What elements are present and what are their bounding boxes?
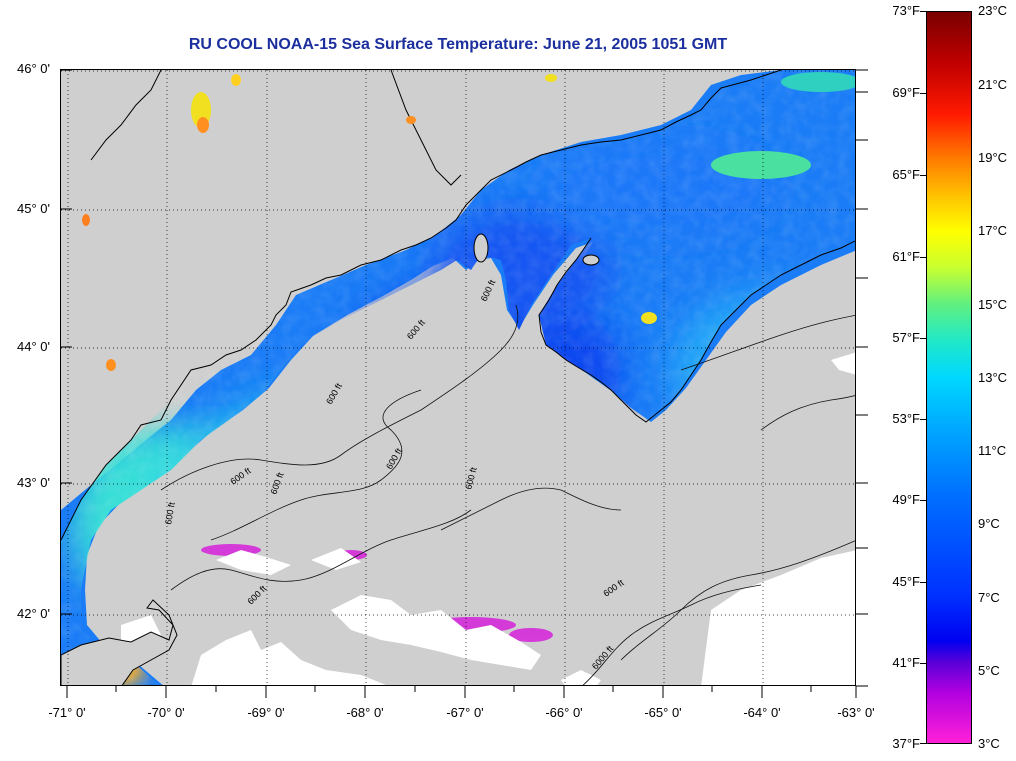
colorbar-f-label: 37°F bbox=[892, 736, 920, 751]
province-border bbox=[390, 70, 462, 186]
colorbar-tick bbox=[920, 743, 926, 744]
lon-label-68: -68° 0' bbox=[346, 705, 384, 720]
colorbar-f-label: 49°F bbox=[892, 492, 920, 507]
colorbar-tick bbox=[920, 419, 926, 420]
cape-cod bbox=[61, 599, 178, 685]
colorbar-f-label: 73°F bbox=[892, 3, 920, 18]
lon-label-67: -67° 0' bbox=[446, 705, 484, 720]
colorbar-c-label: 23°C bbox=[978, 3, 1008, 18]
map-title: RU COOL NOAA-15 Sea Surface Temperature:… bbox=[188, 36, 728, 53]
lon-label-66: -66° 0' bbox=[545, 705, 583, 720]
lat-label-46: 46° 0' bbox=[17, 61, 50, 76]
contour-label: 600 ft bbox=[163, 501, 177, 525]
lon-label-63: -63° 0' bbox=[837, 705, 875, 720]
lon-label-71: -71° 0' bbox=[48, 705, 86, 720]
colorbar-tick bbox=[920, 175, 926, 176]
colorbar-f-label: 69°F bbox=[892, 85, 920, 100]
grand-manan-island bbox=[473, 233, 489, 263]
colorbar-c-label: 13°C bbox=[978, 370, 1008, 385]
colorbar-c-label: 9°C bbox=[978, 516, 1000, 531]
colorbar-c-label: 3°C bbox=[978, 736, 1000, 751]
temperature-colorbar bbox=[926, 11, 972, 744]
colorbar-tick bbox=[920, 582, 926, 583]
colorbar-c-label: 17°C bbox=[978, 223, 1008, 238]
inland-lakes bbox=[82, 72, 855, 371]
colorbar-c-label: 11°C bbox=[978, 443, 1007, 458]
lat-label-45: 45° 0' bbox=[17, 201, 50, 216]
colorbar-tick bbox=[920, 500, 926, 501]
colorbar-c-label: 21°C bbox=[978, 77, 1008, 92]
colorbar-c-label: 19°C bbox=[978, 150, 1008, 165]
colorbar-tick bbox=[920, 11, 926, 12]
cloud-mask bbox=[121, 352, 855, 685]
colorbar-f-label: 61°F bbox=[892, 249, 920, 264]
sst-map-canvas: 600 ft 600 ft 600 ft 600 ft 600 ft 600 f… bbox=[61, 70, 855, 685]
colorbar-c-label: 7°C bbox=[978, 590, 1000, 605]
coastline-nova-scotia bbox=[538, 237, 855, 423]
lon-label-65: -65° 0' bbox=[644, 705, 682, 720]
colorbar-f-label: 65°F bbox=[892, 167, 920, 182]
colorbar-f-label: 45°F bbox=[892, 574, 920, 589]
graticule bbox=[61, 70, 855, 685]
state-border bbox=[90, 70, 162, 161]
lat-label-43: 43° 0' bbox=[17, 475, 50, 490]
lat-label-44: 44° 0' bbox=[17, 339, 50, 354]
colorbar-c-label: 5°C bbox=[978, 663, 1000, 678]
island-fundy bbox=[582, 254, 600, 266]
lon-label-69: -69° 0' bbox=[247, 705, 285, 720]
lon-label-64: -64° 0' bbox=[743, 705, 781, 720]
colorbar-tick bbox=[920, 663, 926, 664]
colorbar-tick bbox=[920, 93, 926, 94]
coastline-maine bbox=[61, 70, 782, 541]
colorbar-c-label: 15°C bbox=[978, 297, 1008, 312]
lon-label-70: -70° 0' bbox=[147, 705, 185, 720]
colorbar-f-label: 41°F bbox=[892, 655, 920, 670]
colorbar-tick bbox=[920, 338, 926, 339]
colorbar-tick bbox=[920, 257, 926, 258]
colorbar-f-label: 53°F bbox=[892, 411, 920, 426]
colorbar-f-label: 57°F bbox=[892, 330, 920, 345]
bathymetry-contours bbox=[160, 304, 855, 685]
sst-map: 600 ft 600 ft 600 ft 600 ft 600 ft 600 f… bbox=[60, 69, 856, 686]
lat-label-42: 42° 0' bbox=[17, 606, 50, 621]
